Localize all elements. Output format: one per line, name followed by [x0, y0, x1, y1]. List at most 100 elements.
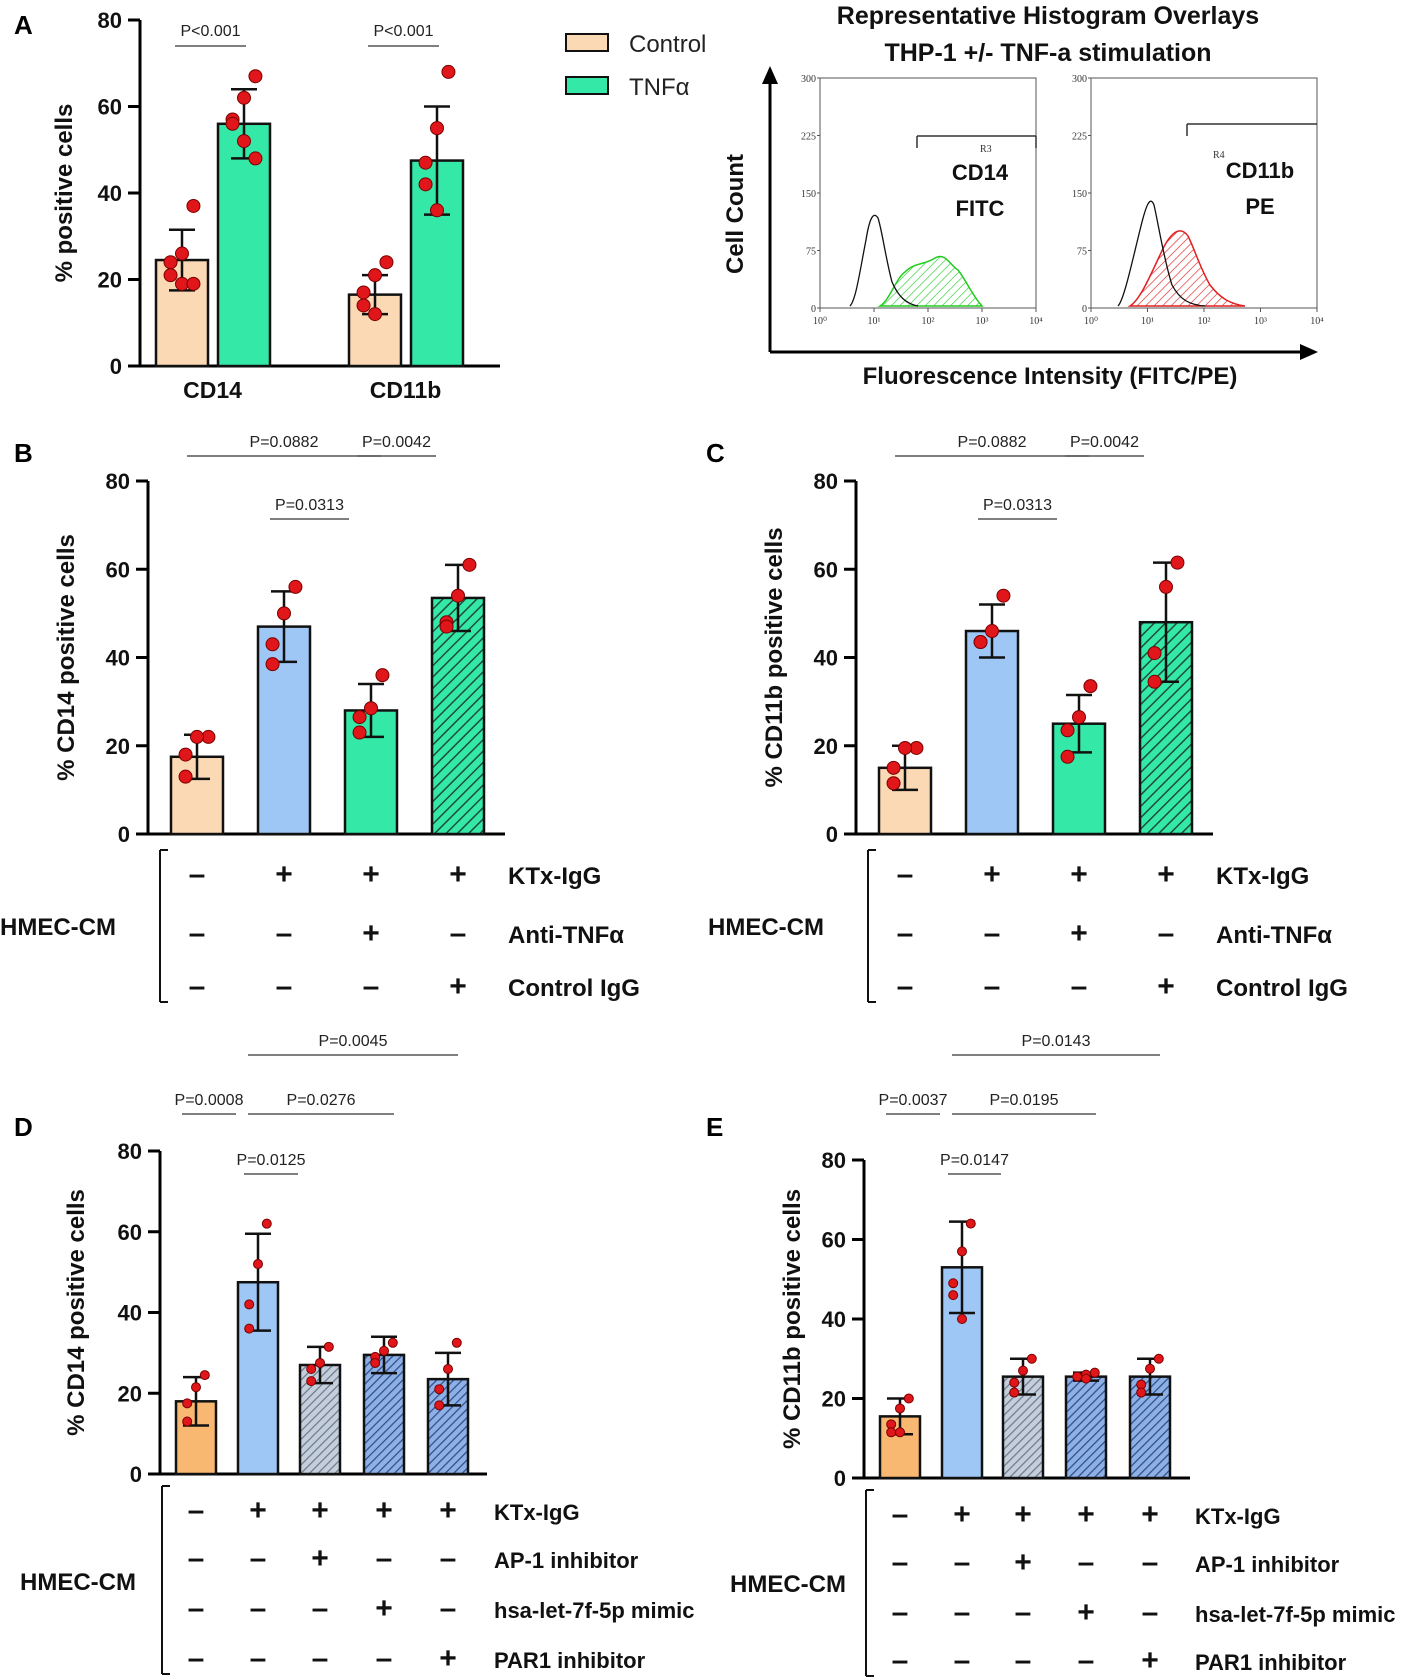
panel-e-pvalue: P=0.0195: [990, 1092, 1059, 1109]
panel-e-ytick-label: 40: [822, 1307, 846, 1332]
panel-d-pvalue: P=0.0045: [319, 1033, 388, 1050]
panel-d-pvalue: P=0.0008: [175, 1092, 244, 1109]
panel-b-ytick-label: 60: [106, 557, 130, 582]
panel-e-group-3-point: [1018, 1365, 1028, 1376]
histogram-cd11b-ytick-label: 150: [1072, 189, 1087, 200]
histogram-cd11b-ytick-label: 75: [1077, 247, 1087, 258]
panel-c-group-1-point: [886, 760, 901, 775]
panel-c-group-1-point: [898, 740, 912, 755]
panel-e-ylabel: % CD11b positive cells: [779, 1189, 806, 1449]
panel-b-group-1-point: [178, 769, 193, 784]
panel-e-group-3-point: [1009, 1377, 1020, 1388]
histogram-ticks: 0 75 150 225 300 10⁰ 10¹ 10² 10³ 10⁴ 0 75 150 225 300 1…: [801, 74, 1324, 327]
panel-c-group-2-point: [973, 635, 988, 650]
panel-e-group-4-point: [1081, 1373, 1091, 1384]
panel-a-control-point: [163, 255, 178, 270]
panel-d-group-2-point: [244, 1323, 255, 1334]
panel-c-condition-label: KTx-IgG: [1216, 863, 1309, 890]
panel-d-group-2-point: [261, 1218, 272, 1229]
panel-c-group-4-point: [1170, 555, 1185, 570]
panel-letter-d: D: [14, 1112, 33, 1142]
panel-d-chart: 0 20 40 60 80 % CD14 positive cells P=0.0008 P=…: [20, 1033, 695, 1675]
panel-a-tnf-point: [225, 116, 240, 131]
panel-c-pvalue: P=0.0882: [958, 434, 1027, 451]
panel-d-condition-mark: –: [188, 1592, 205, 1625]
histogram-cd11b-xtick-label: 10⁴: [1310, 316, 1324, 327]
panel-a-ytick-label: 20: [98, 268, 122, 293]
panel-b-group-3-point: [352, 710, 367, 725]
panel-c-condition-mark: +: [1157, 970, 1175, 1003]
panel-b-group-4-point: [462, 557, 477, 572]
panel-c-group-3-point: [1083, 679, 1098, 694]
histogram-cd11b-ytick-label: 225: [1072, 132, 1087, 143]
legend-swatch-tnf: [565, 76, 609, 95]
histogram-cd14-ytick-label: 150: [801, 189, 816, 200]
histogram-xlabel: Fluorescence Intensity (FITC/PE): [863, 363, 1238, 390]
panel-e-condition-mark: +: [1014, 1546, 1032, 1579]
panel-e-condition-mark: –: [954, 1644, 971, 1677]
panel-e-ytick-label: 20: [822, 1387, 846, 1412]
panel-b-ylabel: % CD14 positive cells: [53, 534, 80, 781]
panel-c-ytick-label: 0: [826, 822, 838, 847]
panel-b-condition-mark: –: [450, 917, 467, 950]
panel-b-condition-mark: +: [362, 858, 380, 891]
panel-c-condition-mark: –: [1158, 917, 1175, 950]
panel-a-control-point: [368, 307, 382, 322]
panel-e-group-4-bar: [1064, 1375, 1108, 1480]
histogram-cd11b-xtick-label: 10³: [1254, 316, 1267, 327]
panel-b-condition-mark: –: [189, 858, 206, 891]
panel-b-group-4-point: [451, 588, 465, 603]
panel-b-chart: 0 20 40 60 80 % CD14 positive cells P=0.0882 P=…: [0, 434, 640, 1003]
panel-d-condition-label: hsa-let-7f-5p mimic: [494, 1598, 695, 1623]
panel-e-condition-mark: +: [953, 1498, 971, 1531]
panel-a-chart: 0 20 40 60 80 % positive cells CD14 CD11b P<0.00…: [51, 8, 500, 403]
panel-e-ytick-label: 80: [822, 1148, 846, 1173]
panel-a-category-label: CD11b: [370, 377, 442, 403]
panel-e-group-5-point: [1145, 1363, 1155, 1374]
panel-d-condition-mark: –: [312, 1642, 329, 1675]
panel-d-ylabel: % CD14 positive cells: [63, 1189, 90, 1436]
panel-a-tnf-bar: [216, 122, 272, 368]
panel-b-group-1-point: [190, 729, 204, 744]
panel-b-group-3-point: [375, 668, 390, 683]
panel-c-condition-mark: –: [897, 858, 914, 891]
histogram-cd14-channel: FITC: [956, 196, 1005, 221]
histogram-x-arrow: [1300, 344, 1318, 360]
panel-e-pvalue: P=0.0037: [879, 1092, 948, 1109]
panel-a-tnf-point: [248, 69, 263, 84]
panel-d-ytick-label: 40: [118, 1301, 142, 1326]
panel-b-condition-mark: –: [276, 970, 293, 1003]
panel-a-tnf-point: [248, 151, 263, 166]
panel-c-condition-mark: –: [897, 917, 914, 950]
panel-e-condition-mark: –: [892, 1498, 909, 1531]
panel-b-group-2-point: [277, 606, 291, 621]
panel-e-pvalue: P=0.0143: [1022, 1033, 1091, 1050]
panel-e-condition-mark: +: [1014, 1498, 1032, 1531]
panel-c-group-3-point: [1060, 749, 1075, 764]
panel-a-ylabel: % positive cells: [51, 104, 78, 283]
panel-b-group-2-point: [288, 579, 303, 594]
panel-a-ytick-label: 40: [98, 181, 122, 206]
histogram-cd11b-channel: PE: [1245, 194, 1274, 219]
panel-d-group-4-point: [379, 1345, 389, 1356]
legend-label-tnf: TNFα: [629, 74, 690, 101]
panel-c-condition-mark: +: [983, 858, 1001, 891]
panel-a-tnf-point: [418, 177, 433, 192]
histogram-cd11b-marker: CD11b: [1226, 158, 1294, 183]
panel-c-chart: 0 20 40 60 80 % CD11b positive cells P=0.0882 P…: [708, 434, 1348, 1003]
panel-c-group-label: HMEC-CM: [708, 914, 824, 941]
histogram-cd14-marker: CD14: [952, 160, 1009, 185]
panel-c-group-3-point: [1060, 723, 1075, 738]
histogram-cd14-unstimulated: [849, 214, 919, 307]
panel-letter-c: C: [706, 438, 725, 468]
legend-label-control: Control: [629, 31, 706, 58]
panel-d-condition-mark: –: [312, 1592, 329, 1625]
panel-c-ytick-label: 40: [814, 646, 838, 671]
panel-d-condition-label: KTx-IgG: [494, 1500, 580, 1525]
panel-a-legend: Control TNFα: [565, 31, 706, 101]
panel-a-tnf-point: [237, 90, 251, 105]
panel-d-condition-mark: –: [376, 1642, 393, 1675]
panel-d-condition-mark: –: [440, 1542, 457, 1575]
panel-b-condition-mark: –: [189, 970, 206, 1003]
panel-e-condition-mark: –: [1015, 1596, 1032, 1629]
